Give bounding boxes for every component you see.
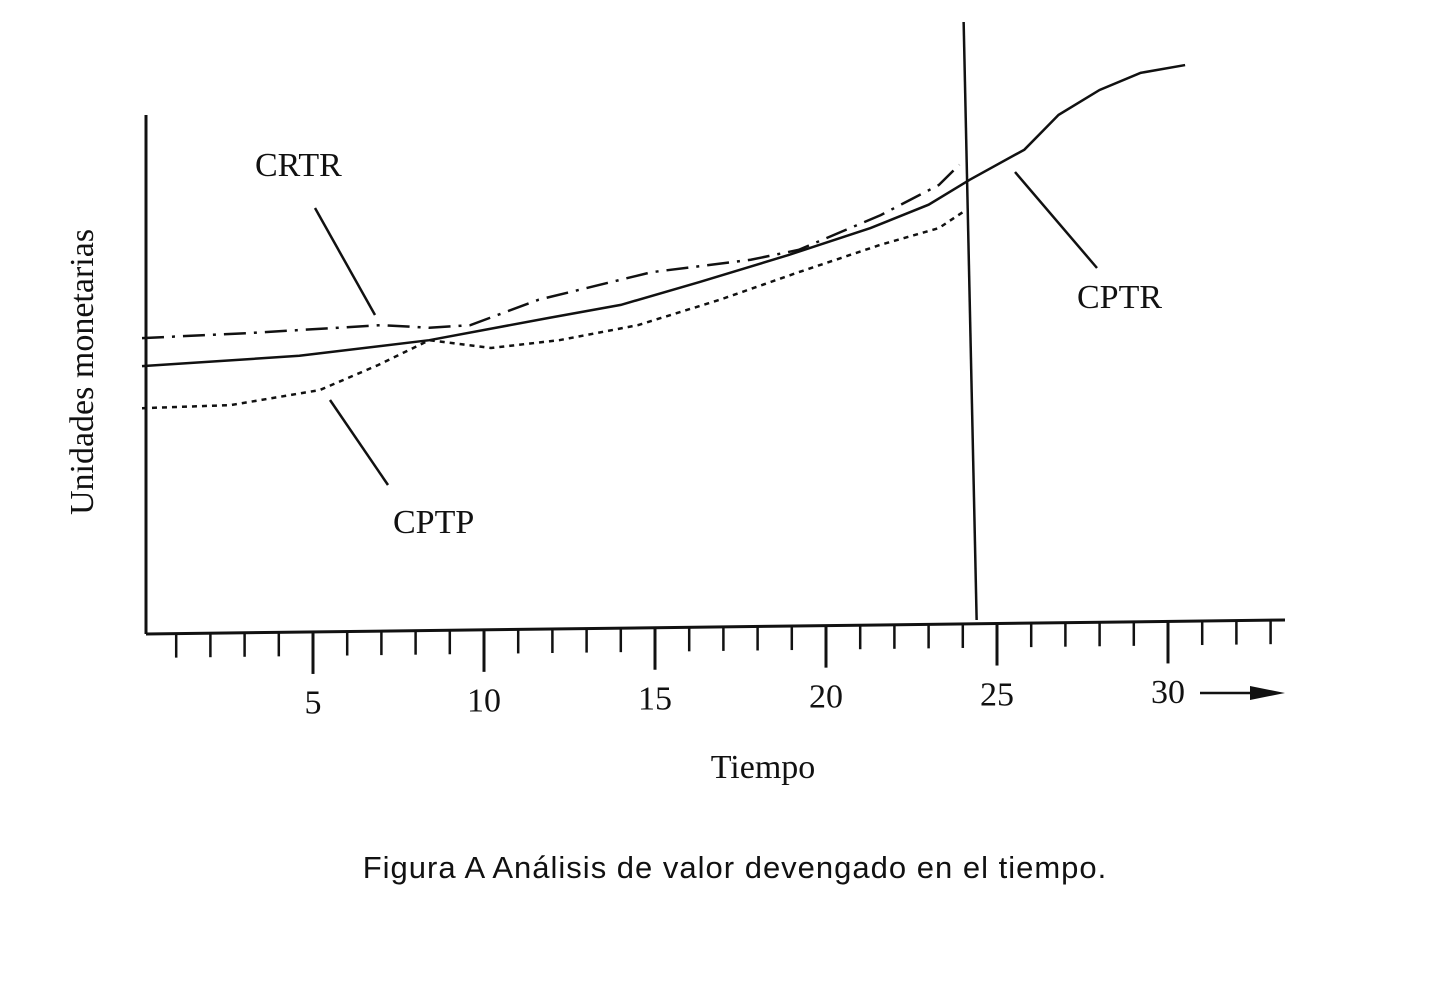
x-axis-label: Tiempo — [711, 749, 816, 786]
label-leader — [1014, 171, 1098, 269]
x-tick-label: 25 — [980, 676, 1014, 713]
series-label: CPTR — [1077, 279, 1162, 316]
x-tick-label: 15 — [638, 681, 672, 718]
series-label: CPTP — [393, 504, 474, 541]
cutoff-line — [962, 21, 978, 621]
series-line — [141, 208, 967, 410]
label-leader — [313, 207, 377, 316]
x-axis — [145, 618, 1286, 636]
x-tick-label: 20 — [809, 678, 843, 715]
axis-arrow-head — [1250, 686, 1285, 700]
y-axis-label: Unidades monetarias — [64, 229, 101, 515]
x-tick-label: 5 — [305, 685, 322, 722]
caption: Figura A Análisis de valor devengado en … — [363, 850, 1108, 885]
series-line — [141, 163, 961, 340]
x-tick-label: 10 — [467, 683, 501, 720]
series-label: CRTR — [255, 147, 342, 184]
series-line — [141, 63, 1186, 368]
x-tick-label: 30 — [1151, 674, 1185, 711]
label-leader — [328, 399, 390, 486]
